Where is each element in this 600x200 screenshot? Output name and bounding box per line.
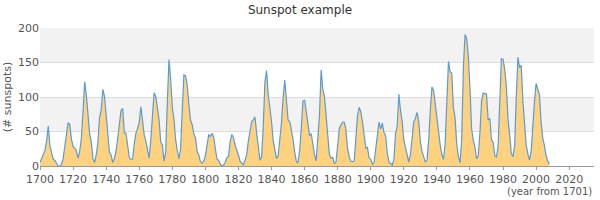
svg-text:1780: 1780 bbox=[158, 173, 186, 186]
svg-text:150: 150 bbox=[18, 56, 39, 69]
svg-text:Sunspot example: Sunspot example bbox=[248, 3, 352, 17]
svg-text:1980: 1980 bbox=[489, 173, 517, 186]
svg-text:2000: 2000 bbox=[522, 173, 550, 186]
svg-text:1940: 1940 bbox=[423, 173, 451, 186]
svg-text:1840: 1840 bbox=[258, 173, 286, 186]
svg-text:1860: 1860 bbox=[291, 173, 319, 186]
svg-text:0: 0 bbox=[32, 160, 39, 173]
svg-text:1900: 1900 bbox=[357, 173, 385, 186]
svg-text:50: 50 bbox=[25, 125, 39, 138]
svg-text:1700: 1700 bbox=[26, 173, 54, 186]
svg-text:1760: 1760 bbox=[125, 173, 153, 186]
svg-text:(year from 1701): (year from 1701) bbox=[507, 186, 592, 197]
svg-text:1820: 1820 bbox=[224, 173, 252, 186]
svg-text:(# sunspots): (# sunspots) bbox=[1, 62, 14, 132]
svg-text:2020: 2020 bbox=[555, 173, 583, 186]
svg-text:1960: 1960 bbox=[456, 173, 484, 186]
svg-text:1800: 1800 bbox=[191, 173, 219, 186]
svg-text:100: 100 bbox=[18, 91, 39, 104]
svg-text:200: 200 bbox=[18, 22, 39, 35]
svg-text:1720: 1720 bbox=[59, 173, 87, 186]
svg-text:1920: 1920 bbox=[390, 173, 418, 186]
svg-text:1880: 1880 bbox=[324, 173, 352, 186]
svg-text:1740: 1740 bbox=[92, 173, 120, 186]
